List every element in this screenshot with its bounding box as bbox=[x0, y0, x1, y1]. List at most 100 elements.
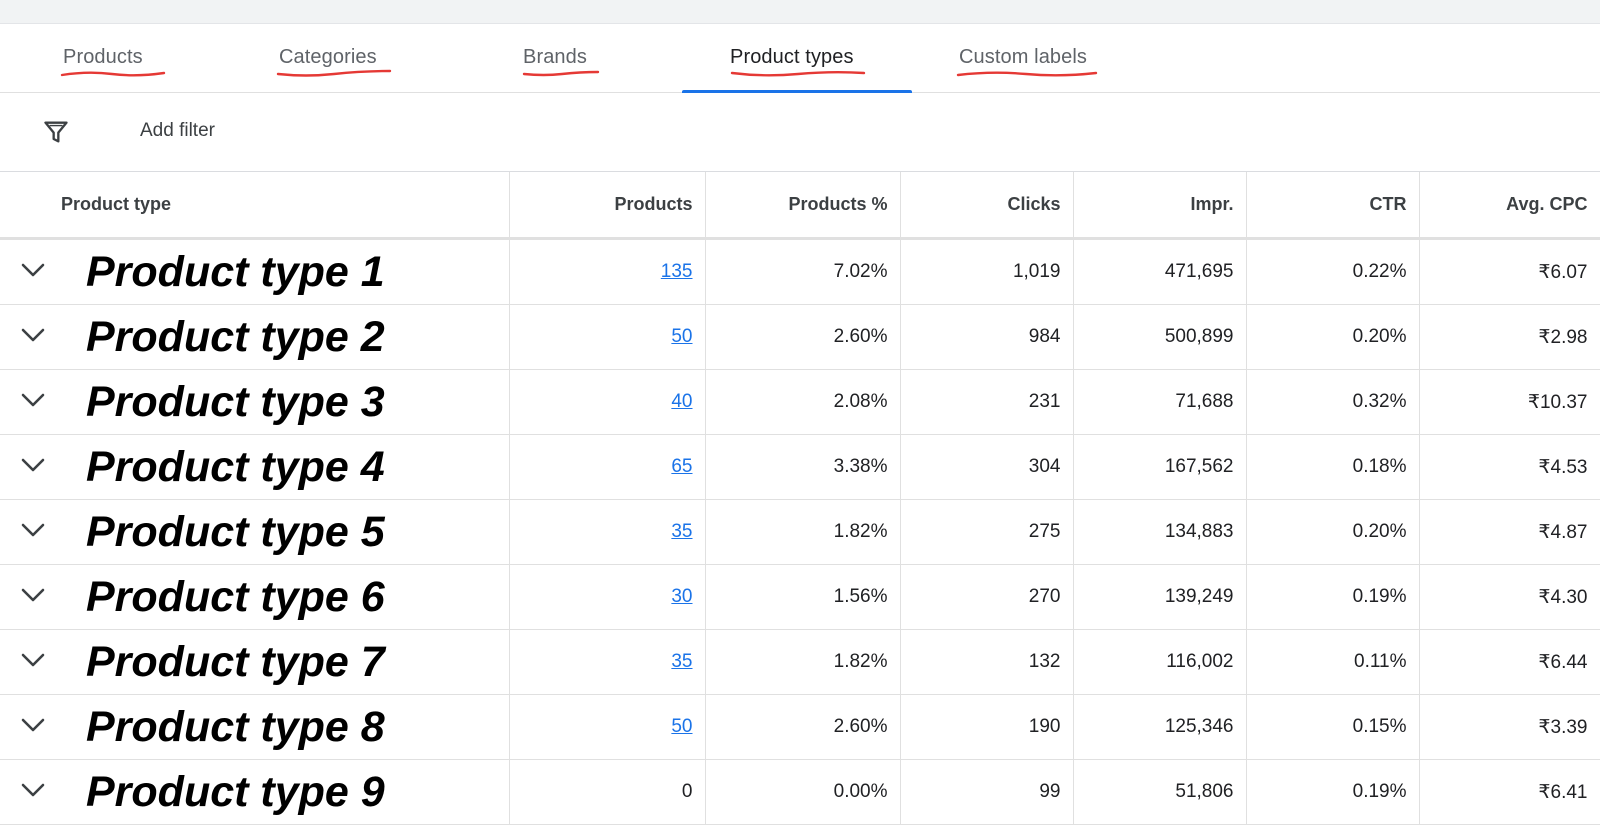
red-underline-annotation bbox=[60, 71, 166, 77]
products-cell: 35 bbox=[509, 499, 706, 565]
filter-bar: Add filter bbox=[0, 92, 1600, 172]
products-pct-cell: 1.56% bbox=[705, 564, 901, 630]
ctr-cell: 0.22% bbox=[1246, 238, 1420, 305]
products-count-link[interactable]: 40 bbox=[671, 391, 693, 412]
clicks-cell: 1,019 bbox=[900, 238, 1074, 305]
red-underline-annotation bbox=[276, 69, 392, 77]
avg-cpc-cell: ₹4.30 bbox=[1419, 564, 1600, 630]
tab-categories[interactable]: Categories bbox=[256, 24, 426, 92]
chevron-down-icon[interactable] bbox=[20, 455, 46, 475]
chevron-down-icon[interactable] bbox=[20, 715, 46, 735]
avg-cpc-cell: ₹4.53 bbox=[1419, 434, 1600, 500]
tab-products[interactable]: Products bbox=[40, 24, 190, 92]
table-row: Product type 6 30 1.56% 270 139,249 0.19… bbox=[0, 564, 1600, 630]
products-pct-cell: 2.08% bbox=[705, 369, 901, 435]
tab-product-types[interactable]: Product types bbox=[682, 24, 912, 93]
impr-cell: 125,346 bbox=[1073, 694, 1247, 760]
column-header-clicks[interactable]: Clicks bbox=[900, 172, 1074, 240]
products-cell: 40 bbox=[509, 369, 706, 435]
column-header-products-pct[interactable]: Products % bbox=[705, 172, 901, 240]
avg-cpc-cell: ₹3.39 bbox=[1419, 694, 1600, 760]
column-header-impr[interactable]: Impr. bbox=[1073, 172, 1247, 240]
products-count-link[interactable]: 35 bbox=[671, 651, 693, 672]
products-cell: 30 bbox=[509, 564, 706, 630]
column-header-ctr[interactable]: CTR bbox=[1246, 172, 1420, 240]
products-count-link[interactable]: 135 bbox=[660, 261, 693, 282]
product-type-name: Product type 7 bbox=[86, 638, 385, 686]
product-type-name: Product type 6 bbox=[86, 573, 385, 621]
ctr-cell: 0.20% bbox=[1246, 499, 1420, 565]
column-header-avg-cpc[interactable]: Avg. CPC bbox=[1419, 172, 1600, 240]
product-type-cell: Product type 1 bbox=[0, 238, 510, 305]
chevron-down-icon[interactable] bbox=[20, 390, 46, 410]
clicks-cell: 304 bbox=[900, 434, 1074, 500]
avg-cpc-cell: ₹2.98 bbox=[1419, 304, 1600, 370]
product-type-cell: Product type 9 bbox=[0, 759, 510, 825]
impr-cell: 116,002 bbox=[1073, 629, 1247, 695]
column-header-product-type[interactable]: Product type bbox=[0, 172, 510, 240]
ctr-cell: 0.32% bbox=[1246, 369, 1420, 435]
products-count-link[interactable]: 30 bbox=[671, 586, 693, 607]
products-pct-cell: 0.00% bbox=[705, 759, 901, 825]
products-count-link[interactable]: 65 bbox=[671, 456, 693, 477]
table-row: Product type 7 35 1.82% 132 116,002 0.11… bbox=[0, 629, 1600, 695]
chevron-down-icon[interactable] bbox=[20, 325, 46, 345]
products-count-link[interactable]: 50 bbox=[671, 716, 693, 737]
products-cell: 65 bbox=[509, 434, 706, 500]
ctr-cell: 0.18% bbox=[1246, 434, 1420, 500]
impr-cell: 167,562 bbox=[1073, 434, 1247, 500]
table-row: Product type 8 50 2.60% 190 125,346 0.15… bbox=[0, 694, 1600, 760]
product-type-cell: Product type 3 bbox=[0, 369, 510, 435]
chevron-down-icon[interactable] bbox=[20, 650, 46, 670]
red-underline-annotation bbox=[956, 71, 1098, 77]
products-cell: 35 bbox=[509, 629, 706, 695]
avg-cpc-cell: ₹6.41 bbox=[1419, 759, 1600, 825]
clicks-cell: 132 bbox=[900, 629, 1074, 695]
clicks-cell: 270 bbox=[900, 564, 1074, 630]
product-type-name: Product type 4 bbox=[86, 443, 385, 491]
table-row: Product type 4 65 3.38% 304 167,562 0.18… bbox=[0, 434, 1600, 500]
chevron-down-icon[interactable] bbox=[20, 780, 46, 800]
impr-cell: 471,695 bbox=[1073, 238, 1247, 305]
tab-brands[interactable]: Brands bbox=[500, 24, 630, 92]
products-pct-cell: 1.82% bbox=[705, 499, 901, 565]
product-type-cell: Product type 8 bbox=[0, 694, 510, 760]
product-type-name: Product type 2 bbox=[86, 313, 385, 361]
impr-cell: 139,249 bbox=[1073, 564, 1247, 630]
table-row: Product type 2 50 2.60% 984 500,899 0.20… bbox=[0, 304, 1600, 370]
products-count-link[interactable]: 35 bbox=[671, 521, 693, 542]
ctr-cell: 0.19% bbox=[1246, 759, 1420, 825]
column-header-products[interactable]: Products bbox=[509, 172, 706, 240]
product-type-name: Product type 9 bbox=[86, 768, 385, 816]
products-cell: 0 bbox=[509, 759, 706, 825]
products-pct-cell: 7.02% bbox=[705, 238, 901, 305]
impr-cell: 51,806 bbox=[1073, 759, 1247, 825]
ctr-cell: 0.15% bbox=[1246, 694, 1420, 760]
chevron-down-icon[interactable] bbox=[20, 260, 46, 280]
products-count-link[interactable]: 50 bbox=[671, 326, 693, 347]
products-pct-cell: 3.38% bbox=[705, 434, 901, 500]
tab-brands-label: Brands bbox=[523, 46, 587, 68]
products-cell: 135 bbox=[509, 238, 706, 305]
products-pct-cell: 2.60% bbox=[705, 694, 901, 760]
table-header-row: Product type Products Products % Clicks … bbox=[0, 172, 1600, 240]
add-filter-button[interactable]: Add filter bbox=[140, 120, 215, 141]
product-type-cell: Product type 6 bbox=[0, 564, 510, 630]
table-row: Product type 1 135 7.02% 1,019 471,695 0… bbox=[0, 238, 1600, 305]
table-row: Product type 9 0 0.00% 99 51,806 0.19% ₹… bbox=[0, 759, 1600, 825]
product-type-name: Product type 3 bbox=[86, 378, 385, 426]
tab-categories-label: Categories bbox=[279, 46, 377, 68]
tab-custom-labels[interactable]: Custom labels bbox=[936, 24, 1126, 92]
products-cell: 50 bbox=[509, 694, 706, 760]
filter-icon[interactable] bbox=[42, 118, 70, 146]
clicks-cell: 99 bbox=[900, 759, 1074, 825]
products-pct-cell: 1.82% bbox=[705, 629, 901, 695]
red-underline-annotation bbox=[522, 70, 600, 77]
clicks-cell: 190 bbox=[900, 694, 1074, 760]
chevron-down-icon[interactable] bbox=[20, 585, 46, 605]
product-type-cell: Product type 2 bbox=[0, 304, 510, 370]
products-cell: 50 bbox=[509, 304, 706, 370]
product-type-cell: Product type 7 bbox=[0, 629, 510, 695]
chevron-down-icon[interactable] bbox=[20, 520, 46, 540]
product-types-table: Product type Products Products % Clicks … bbox=[0, 172, 1600, 825]
